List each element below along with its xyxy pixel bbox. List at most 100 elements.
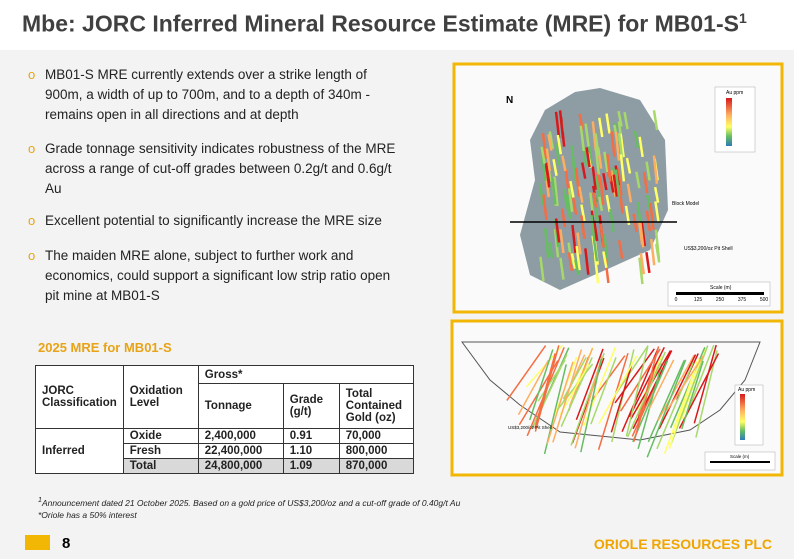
grade-streak	[560, 208, 567, 228]
grade-streak	[602, 251, 608, 269]
scale-tick-label: 375	[738, 297, 747, 303]
bullet-text: Excellent potential to significantly inc…	[45, 213, 382, 228]
grade-streak	[575, 348, 604, 420]
legend-box	[734, 384, 764, 446]
grade-streak	[609, 208, 615, 232]
td: Total	[122, 458, 199, 474]
grade-streak	[595, 175, 601, 197]
grade-streak	[554, 111, 561, 139]
grade-streak	[625, 346, 649, 437]
grade-streak	[574, 167, 581, 197]
grade-streak	[642, 171, 649, 194]
footnote: *Oriole has a 50% interest	[38, 509, 137, 520]
td: 800,000	[338, 443, 414, 459]
grade-streak	[652, 110, 659, 131]
grade-streak	[647, 359, 685, 443]
grade-streak	[654, 243, 661, 263]
map-label: Block Model	[672, 201, 699, 207]
grade-streak	[575, 245, 581, 271]
page-marker	[25, 535, 50, 550]
grade-streak	[605, 113, 611, 134]
grade-streak	[646, 359, 687, 458]
grade-streak	[594, 133, 600, 156]
grade-streak	[571, 162, 578, 183]
grade-streak	[571, 197, 578, 216]
company: ORIOLE RESOURCES PLC	[593, 536, 772, 552]
grade-streak	[579, 125, 586, 152]
grade-streak	[591, 121, 598, 152]
grade-streak	[542, 194, 548, 221]
grade-streak	[628, 346, 665, 418]
footnote-sup: 1	[38, 496, 42, 504]
grade-streak	[638, 221, 645, 248]
grade-streak	[580, 204, 586, 222]
grade-streak	[606, 154, 612, 182]
legend-bar	[726, 98, 732, 146]
grade-streak	[666, 355, 705, 412]
map2-frame	[450, 319, 784, 477]
td: 24,800,000	[197, 458, 284, 474]
grade-streak	[615, 345, 649, 395]
grade-streak	[617, 110, 623, 127]
map-label: US$3,200/oz Pit Shell	[508, 425, 552, 430]
td: 1.09	[282, 458, 340, 474]
th: Grade (g/t)	[282, 383, 340, 429]
scale-tick-label: 0	[675, 297, 678, 303]
grade-streak	[555, 143, 561, 166]
grade-streak	[547, 133, 553, 151]
scale-title: Scale (m)	[710, 285, 732, 291]
grade-streak	[552, 158, 558, 176]
grade-streak	[603, 234, 609, 263]
grade-streak	[559, 363, 590, 416]
grade-streak	[610, 131, 616, 157]
map1-grades	[538, 110, 661, 285]
grade-streak	[669, 347, 706, 429]
grade-streak	[592, 220, 599, 242]
grade-streak	[605, 194, 612, 213]
grade-streak	[561, 155, 567, 172]
grade-streak	[668, 361, 698, 449]
grade-streak	[576, 232, 582, 255]
grade-streak	[562, 188, 569, 210]
grade-streak	[653, 186, 660, 203]
grade-streak	[619, 154, 626, 182]
footnotes: 1Announcement dated 21 October 2025. Bas…	[38, 494, 460, 521]
grade-streak	[632, 213, 638, 233]
grade-streak	[645, 161, 651, 181]
grade-streak	[556, 363, 594, 411]
pit-profile	[461, 341, 761, 441]
grade-streak	[580, 358, 602, 453]
grade-streak	[548, 241, 554, 259]
grade-streak	[619, 133, 625, 158]
grade-streak	[633, 130, 640, 149]
grade-streak	[587, 143, 593, 165]
grade-streak	[612, 174, 619, 197]
grade-streak	[593, 254, 600, 284]
td: 870,000	[338, 458, 414, 474]
th: Total Contained Gold (oz)	[338, 383, 414, 429]
grade-streak	[626, 183, 633, 203]
grade-streak	[538, 182, 545, 206]
grade-streak	[649, 238, 656, 266]
td: Oxide	[122, 428, 199, 444]
grade-streak	[598, 355, 638, 425]
grade-streak	[597, 193, 604, 212]
bullet: o MB01-S MRE currently extends over a str…	[28, 67, 370, 122]
title-text: Mbe: JORC Inferred Mineral Resource Esti…	[22, 10, 739, 37]
grade-streak	[638, 257, 644, 285]
grade-streak	[599, 223, 605, 248]
grade-streak	[618, 240, 624, 260]
title: Mbe: JORC Inferred Mineral Resource Esti…	[22, 10, 747, 38]
grade-streak	[545, 148, 552, 172]
grade-streak	[585, 147, 591, 168]
grade-streak	[590, 214, 596, 242]
grade-streak	[638, 136, 644, 158]
bullet-text: Grade tonnage sensitivity indicates robu…	[45, 141, 396, 196]
map-label: US$3,200/oz Pit Shell	[684, 246, 733, 252]
grade-streak	[610, 364, 633, 433]
grade-streak	[534, 353, 556, 429]
grade-streak	[617, 132, 624, 159]
grade-streak	[543, 227, 550, 259]
grade-streak	[598, 117, 604, 138]
